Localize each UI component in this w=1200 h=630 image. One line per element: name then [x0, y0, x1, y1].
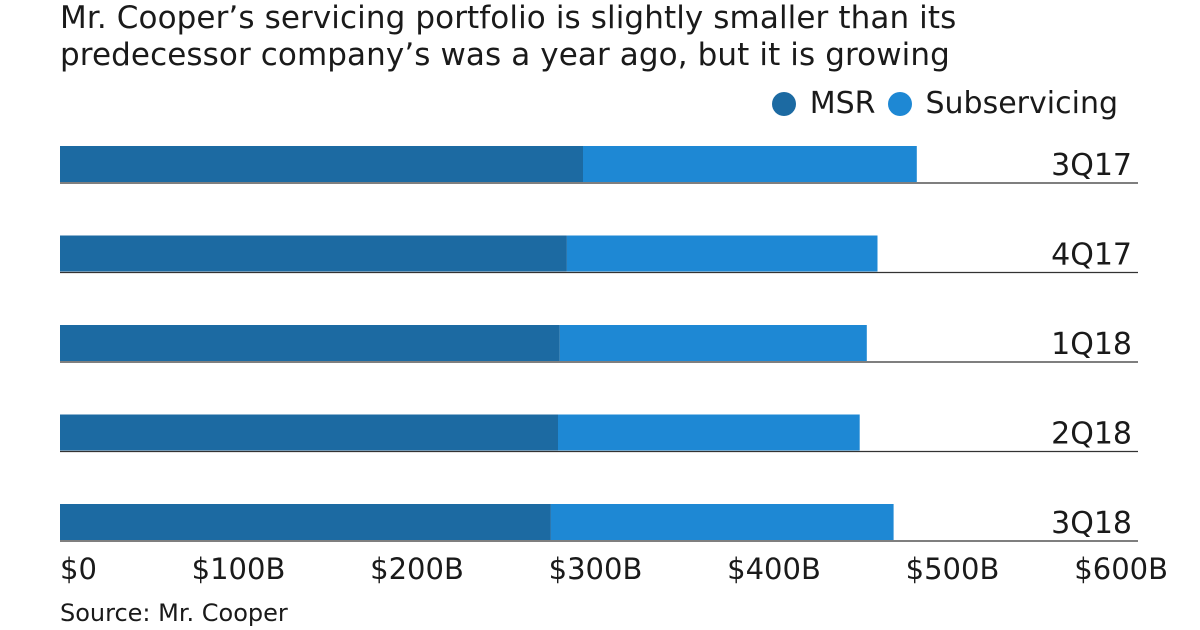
- category-label-3q17: 3Q17: [1051, 148, 1132, 183]
- legend-label-msr: MSR: [809, 86, 876, 121]
- legend-label-subservicing: Subservicing: [925, 86, 1119, 121]
- bar-subservicing-3q18: [550, 504, 894, 540]
- source-note: Source: Mr. Cooper: [60, 599, 288, 627]
- category-label-3q18: 3Q18: [1051, 506, 1132, 541]
- bar-msr-2q18: [60, 414, 558, 451]
- x-tick-label: $200B: [370, 552, 464, 586]
- x-tick-label: $600B: [1074, 552, 1168, 586]
- category-label-4q17: 4Q17: [1051, 238, 1132, 273]
- chart-legend: MSR Subservicing: [760, 84, 1118, 124]
- bar-msr-4q17: [60, 235, 567, 272]
- x-tick-label: $0: [60, 552, 97, 586]
- category-label-1q18: 1Q18: [1051, 327, 1132, 362]
- bar-subservicing-1q18: [559, 325, 867, 361]
- legend-item-subservicing: Subservicing: [887, 84, 1119, 124]
- x-tick-label: $100B: [192, 552, 286, 586]
- bar-row-3q17: 3Q17: [60, 146, 1138, 184]
- legend-item-msr: MSR: [771, 84, 876, 124]
- category-label-2q18: 2Q18: [1051, 417, 1132, 452]
- x-axis: $0 $100B $200B $300B $400B $500B $600B: [60, 552, 1168, 586]
- bar-msr-3q18: [60, 504, 551, 540]
- chart-title: Mr. Cooper’s servicing portfolio is slig…: [60, 0, 1160, 74]
- bar-subservicing-2q18: [558, 414, 860, 451]
- x-tick-label: $500B: [906, 552, 1000, 586]
- chart-title-line-1: Mr. Cooper’s servicing portfolio is slig…: [60, 0, 957, 36]
- bar-row-1q18: 1Q18: [60, 325, 1138, 363]
- x-tick-label: $400B: [727, 552, 821, 586]
- bar-subservicing-4q17: [566, 235, 878, 272]
- legend-swatch-subservicing: [887, 92, 912, 116]
- bar-msr-3q17: [60, 146, 583, 182]
- bar-row-4q17: 4Q17: [60, 235, 1138, 274]
- legend-swatch-msr: [771, 92, 796, 116]
- bar-subservicing-3q17: [583, 146, 917, 182]
- bar-row-2q18: 2Q18: [60, 414, 1138, 453]
- chart-title-line-2: predecessor company’s was a year ago, bu…: [60, 37, 950, 73]
- bar-row-3q18: 3Q18: [60, 504, 1138, 542]
- bar-msr-1q18: [60, 325, 560, 361]
- x-tick-label: $300B: [549, 552, 643, 586]
